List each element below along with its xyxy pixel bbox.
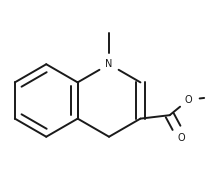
Text: O: O <box>185 95 193 105</box>
Text: N: N <box>105 59 113 69</box>
Text: O: O <box>178 133 185 143</box>
